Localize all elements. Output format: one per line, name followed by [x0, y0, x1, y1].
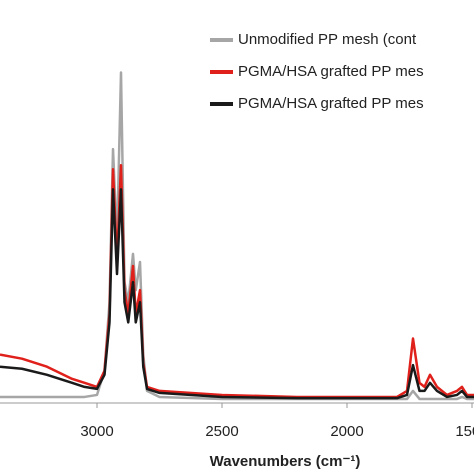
x-tick-label: 2000 [330, 423, 363, 440]
legend-label: Unmodified PP mesh (cont [238, 31, 417, 48]
x-tick-label: 3000 [80, 423, 113, 440]
x-axis-label: Wavenumbers (cm⁻¹) [210, 453, 361, 470]
spectrum-line [0, 71, 474, 401]
legend-label: PGMA/HSA grafted PP mes [238, 63, 424, 80]
x-tick-label: 2500 [205, 423, 238, 440]
legend-label: PGMA/HSA grafted PP mes [238, 95, 424, 112]
spectrum-line [0, 188, 474, 400]
x-tick-label: 1500 [455, 423, 474, 440]
spectrum-line [0, 163, 474, 399]
